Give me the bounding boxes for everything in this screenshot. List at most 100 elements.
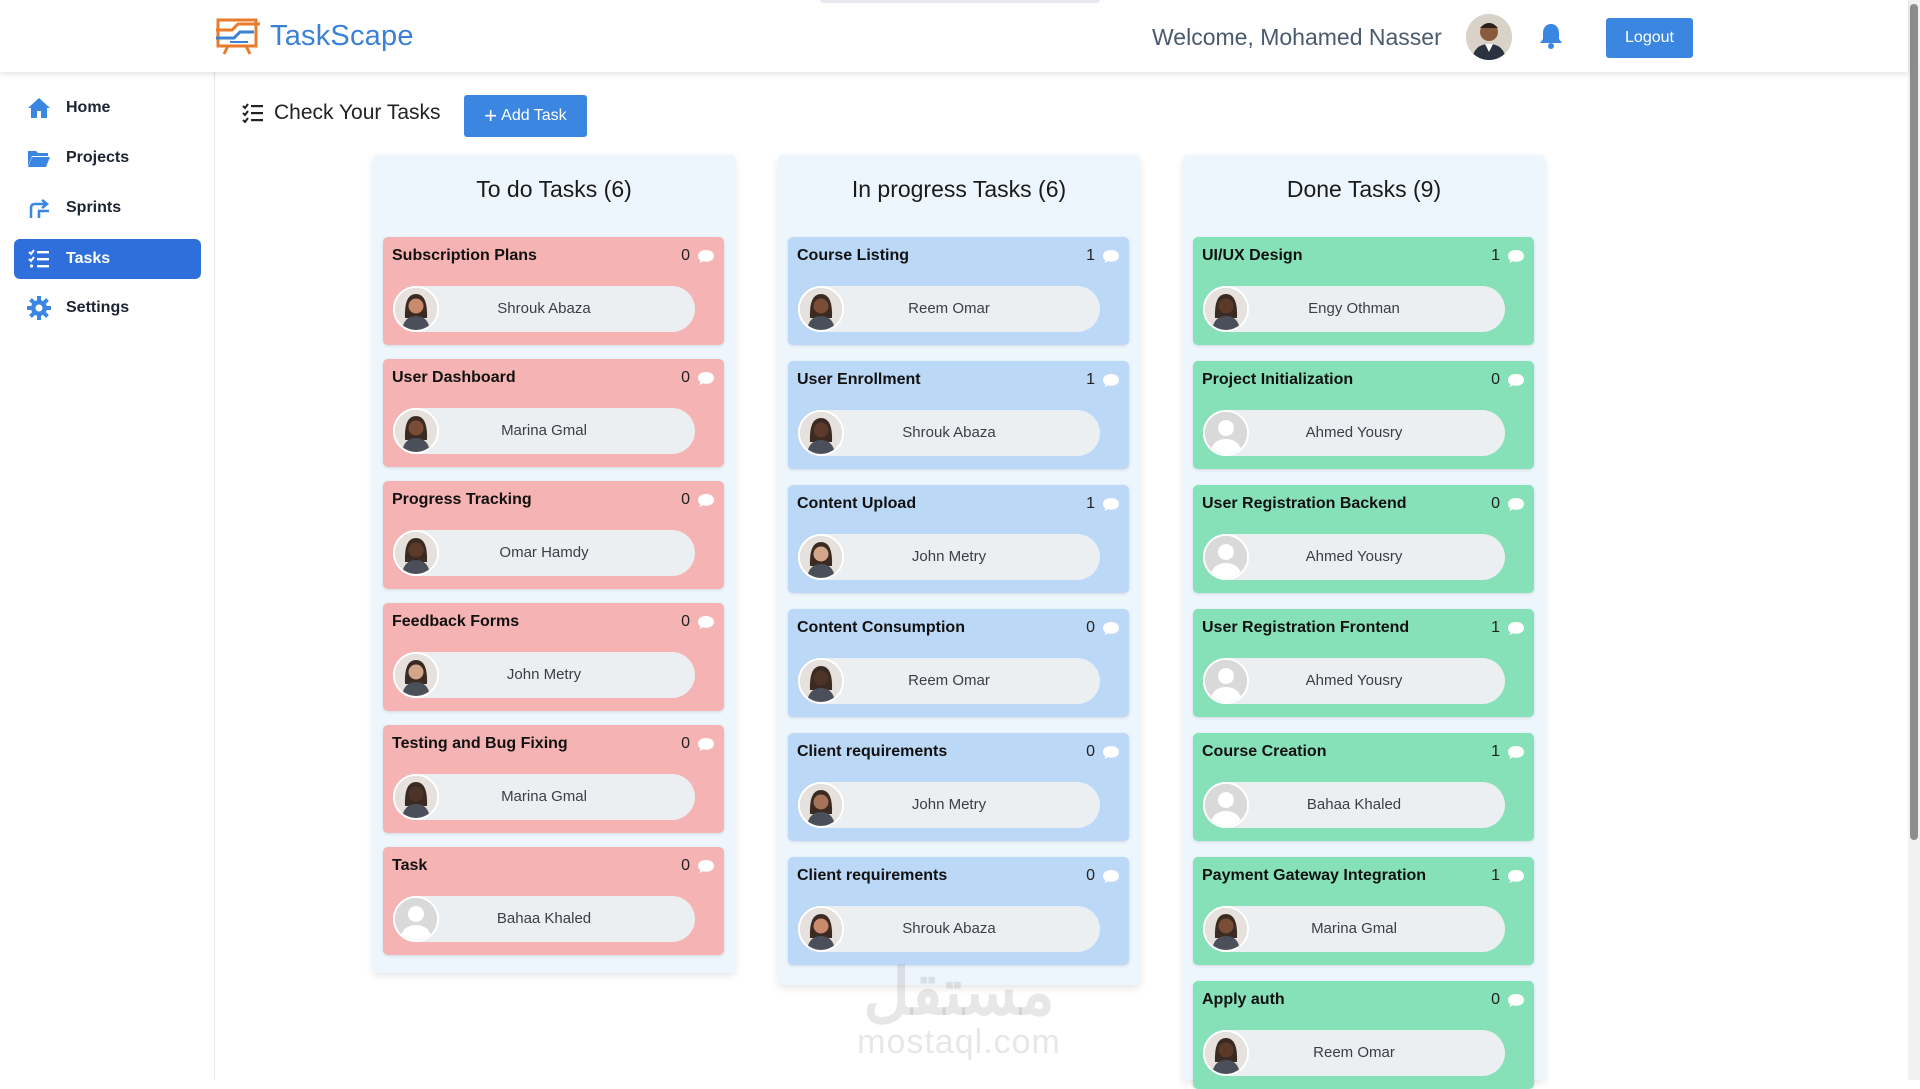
- task-card[interactable]: Course Creation 1 Bahaa Khaled: [1193, 733, 1534, 841]
- task-title: User Enrollment: [797, 371, 921, 388]
- gear-icon: [26, 295, 52, 321]
- assignee-pill[interactable]: Marina Gmal: [393, 408, 695, 454]
- assignee-pill[interactable]: Ahmed Yousry: [1203, 534, 1505, 580]
- task-card[interactable]: User Dashboard 0 Marina Gmal: [383, 359, 724, 467]
- task-title: Content Upload: [797, 495, 917, 512]
- comment-icon[interactable]: [1507, 373, 1525, 393]
- comment-count: 0: [681, 735, 690, 752]
- comment-count: 0: [1491, 371, 1500, 388]
- task-card[interactable]: Content Consumption 0 Reem Omar: [788, 609, 1129, 717]
- notifications-bell-icon[interactable]: [1538, 22, 1564, 55]
- page-scrollbar[interactable]: [1908, 0, 1920, 1080]
- task-card[interactable]: Client requirements 0 John Metry: [788, 733, 1129, 841]
- assignee-pill[interactable]: Marina Gmal: [1203, 906, 1505, 952]
- task-card[interactable]: Task 0 Bahaa Khaled: [383, 847, 724, 955]
- comment-icon[interactable]: [1507, 497, 1525, 517]
- task-card[interactable]: User Registration Frontend 1 Ahmed Yousry: [1193, 609, 1534, 717]
- task-card[interactable]: Payment Gateway Integration 1 Marina Gmal: [1193, 857, 1534, 965]
- page-title-text: Check Your Tasks: [274, 101, 441, 124]
- comment-icon[interactable]: [1102, 373, 1120, 393]
- comment-count: 0: [681, 613, 690, 630]
- sidebar-item-settings[interactable]: Settings: [14, 288, 201, 328]
- assignee-name: Reem Omar: [908, 300, 990, 317]
- assignee-pill[interactable]: Bahaa Khaled: [1203, 782, 1505, 828]
- assignee-pill[interactable]: Reem Omar: [798, 658, 1100, 704]
- comment-count: 1: [1491, 619, 1500, 636]
- task-card[interactable]: Feedback Forms 0 John Metry: [383, 603, 724, 711]
- user-avatar[interactable]: [1466, 14, 1512, 60]
- sidebar-item-projects[interactable]: Projects: [14, 138, 201, 178]
- watermark-latin: mostaql.com: [857, 1023, 1061, 1061]
- task-card[interactable]: Progress Tracking 0 Omar Hamdy: [383, 481, 724, 589]
- assignee-pill[interactable]: Engy Othman: [1203, 286, 1505, 332]
- scrollbar-thumb[interactable]: [1910, 4, 1918, 840]
- comment-icon[interactable]: [1507, 621, 1525, 641]
- assignee-pill[interactable]: John Metry: [798, 782, 1100, 828]
- home-icon: [26, 95, 52, 121]
- task-card[interactable]: Subscription Plans 0 Shrouk Abaza: [383, 237, 724, 345]
- task-card[interactable]: Content Upload 1 John Metry: [788, 485, 1129, 593]
- assignee-pill[interactable]: Shrouk Abaza: [798, 906, 1100, 952]
- assignee-avatar: [798, 906, 844, 952]
- sidebar-item-tasks[interactable]: Tasks: [14, 239, 201, 279]
- comment-icon[interactable]: [1507, 993, 1525, 1013]
- assignee-pill[interactable]: Bahaa Khaled: [393, 896, 695, 942]
- taskscape-logo-icon: [216, 18, 260, 55]
- assignee-pill[interactable]: Shrouk Abaza: [393, 286, 695, 332]
- task-card[interactable]: User Registration Backend 0 Ahmed Yousry: [1193, 485, 1534, 593]
- comment-icon[interactable]: [1102, 249, 1120, 269]
- comment-icon[interactable]: [1102, 745, 1120, 765]
- comment-icon[interactable]: [697, 371, 715, 391]
- comment-icon[interactable]: [1102, 497, 1120, 517]
- sidebar-item-sprints[interactable]: Sprints: [14, 188, 201, 228]
- comment-count: 1: [1491, 247, 1500, 264]
- assignee-pill[interactable]: Ahmed Yousry: [1203, 410, 1505, 456]
- comment-icon[interactable]: [697, 493, 715, 513]
- comment-count: 0: [681, 491, 690, 508]
- task-title: Payment Gateway Integration: [1202, 867, 1427, 884]
- comment-icon[interactable]: [697, 615, 715, 635]
- assignee-name: John Metry: [911, 548, 987, 565]
- comment-icon[interactable]: [1507, 745, 1525, 765]
- assignee-pill[interactable]: Marina Gmal: [393, 774, 695, 820]
- task-card[interactable]: UI/UX Design 1 Engy Othman: [1193, 237, 1534, 345]
- assignee-pill[interactable]: Reem Omar: [798, 286, 1100, 332]
- assignee-pill[interactable]: Omar Hamdy: [393, 530, 695, 576]
- logout-button[interactable]: Logout: [1606, 18, 1693, 58]
- comment-icon[interactable]: [1507, 249, 1525, 269]
- comment-icon[interactable]: [1507, 869, 1525, 889]
- task-title: Client requirements: [797, 743, 948, 760]
- task-card[interactable]: Client requirements 0 Shrouk Abaza: [788, 857, 1129, 965]
- assignee-pill[interactable]: Shrouk Abaza: [798, 410, 1100, 456]
- watermark-arabic: مستقل: [863, 956, 1055, 1028]
- comment-icon[interactable]: [697, 249, 715, 269]
- comment-icon[interactable]: [1102, 621, 1120, 641]
- task-card[interactable]: Course Listing 1 Reem Omar: [788, 237, 1129, 345]
- sidebar-item-home[interactable]: Home: [14, 88, 201, 128]
- app-logo[interactable]: TaskScape: [214, 16, 414, 56]
- task-card[interactable]: User Enrollment 1 Shrouk Abaza: [788, 361, 1129, 469]
- assignee-pill[interactable]: Reem Omar: [1203, 1030, 1505, 1076]
- comment-icon[interactable]: [697, 737, 715, 757]
- column-title: Done Tasks (9): [1286, 176, 1442, 202]
- task-card[interactable]: Apply auth 0 Reem Omar: [1193, 981, 1534, 1089]
- comment-icon[interactable]: [697, 859, 715, 879]
- task-card[interactable]: Testing and Bug Fixing 0 Marina Gmal: [383, 725, 724, 833]
- sidebar-item-label: Sprints: [66, 199, 122, 216]
- task-title: Project Initialization: [1202, 371, 1354, 388]
- task-title: User Dashboard: [392, 369, 516, 386]
- assignee-pill[interactable]: Ahmed Yousry: [1203, 658, 1505, 704]
- assignee-avatar: [1203, 906, 1249, 952]
- task-card[interactable]: Project Initialization 0 Ahmed Yousry: [1193, 361, 1534, 469]
- comment-count: 1: [1491, 867, 1500, 884]
- comment-icon[interactable]: [1102, 869, 1120, 889]
- assignee-pill[interactable]: John Metry: [393, 652, 695, 698]
- assignee-avatar: [393, 774, 439, 820]
- assignee-avatar: [798, 782, 844, 828]
- comment-count: 0: [681, 369, 690, 386]
- assignee-pill[interactable]: John Metry: [798, 534, 1100, 580]
- task-title: Client requirements: [797, 867, 948, 884]
- app-name: TaskScape: [270, 19, 414, 52]
- watermark: مستقل mostaql.com: [846, 960, 1072, 1060]
- add-task-button[interactable]: + Add Task: [464, 95, 587, 137]
